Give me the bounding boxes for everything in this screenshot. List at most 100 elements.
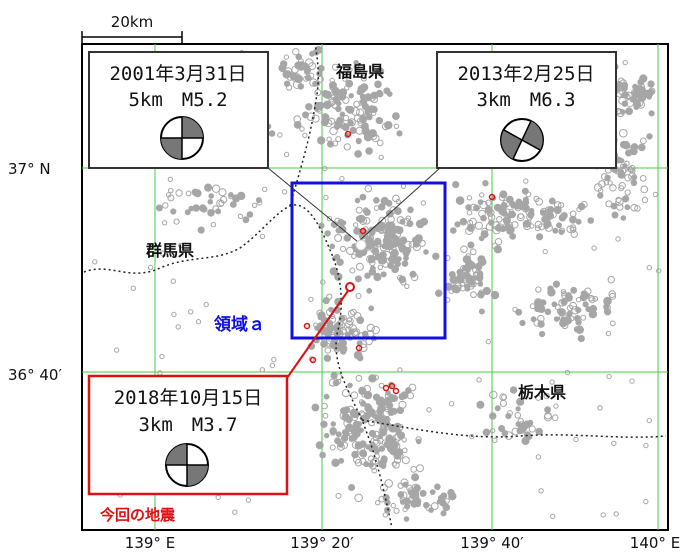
hypocenter-dot <box>262 186 268 193</box>
hypocenter-dot <box>543 392 550 400</box>
hypocenter-dot <box>355 293 362 299</box>
hypocenter-dot <box>371 244 379 251</box>
focal-mechanism-2001-icon <box>160 116 204 160</box>
hypocenter-dot <box>476 377 482 383</box>
hypocenter-dot <box>624 204 631 211</box>
hypocenter-dot <box>474 221 483 230</box>
red-epicenter-dot <box>388 382 396 390</box>
hypocenter-dot <box>378 203 386 211</box>
epicenter-2001-marker <box>355 239 367 251</box>
hypocenter-dot <box>533 195 540 202</box>
hypocenter-dot <box>311 114 320 123</box>
hypocenter-dot <box>557 308 567 317</box>
hypocenter-dot <box>609 320 616 327</box>
hypocenter-dot <box>283 151 290 158</box>
hypocenter-dot <box>360 75 367 82</box>
hypocenter-dot <box>470 291 477 299</box>
hypocenter-dot <box>430 502 439 511</box>
hypocenter-dot <box>498 425 506 432</box>
focal-mechanism-2013-icon <box>500 118 544 162</box>
hypocenter-dot <box>420 200 426 206</box>
hypocenter-dot <box>575 297 582 303</box>
hypocenter-dot <box>340 220 347 226</box>
hypocenter-dot <box>232 509 238 515</box>
hypocenter-dot <box>465 204 472 211</box>
hypocenter-dot <box>604 308 612 316</box>
hypocenter-dot <box>400 499 406 505</box>
hypocenter-dot <box>347 118 356 127</box>
recent-epicenters <box>303 130 496 395</box>
hypocenter-dot <box>494 238 503 246</box>
hypocenter-dot <box>355 206 363 214</box>
hypocenter-dot <box>330 372 338 380</box>
hypocenter-dot <box>323 90 332 99</box>
hypocenter-dot <box>384 479 394 488</box>
hypocenter-dot <box>473 204 480 212</box>
hypocenter-dot <box>331 63 339 71</box>
hypocenter-dot <box>448 271 456 278</box>
hypocenter-dot <box>638 143 646 152</box>
hypocenter-dot <box>478 308 485 315</box>
hypocenter-dot <box>501 394 508 401</box>
hypocenter-dot <box>646 265 652 271</box>
hypocenter-dot <box>535 427 544 436</box>
hypocenter-dot <box>393 441 399 447</box>
hypocenter-dot <box>147 264 154 271</box>
hypocenter-dot <box>317 75 324 83</box>
hypocenter-dot <box>401 260 409 267</box>
hypocenter-dot <box>357 214 366 223</box>
hypocenter-dot <box>593 183 603 192</box>
hypocenter-dot <box>360 450 368 458</box>
hypocenter-dot <box>618 182 626 190</box>
hypocenter-dot <box>353 60 359 66</box>
hypocenter-dot <box>511 427 520 436</box>
hypocenter-dot <box>334 94 342 102</box>
red-epicenter-dot <box>359 227 367 235</box>
hypocenter-dot <box>207 209 215 217</box>
hypocenter-dot <box>529 223 535 229</box>
hypocenter-dot <box>372 434 379 442</box>
hypocenter-dot <box>343 430 350 438</box>
hypocenter-dot <box>402 506 408 513</box>
hypocenter-dot <box>423 249 429 255</box>
hypocenter-dot <box>403 516 410 522</box>
hypocenter-dot <box>329 84 337 91</box>
hypocenter-dot <box>332 379 340 387</box>
hypocenter-dot <box>603 180 610 186</box>
hypocenter-dot <box>355 108 365 117</box>
hypocenter-dot <box>428 507 434 513</box>
hypocenter-dot <box>392 112 400 120</box>
hypocenter-dot <box>313 322 319 328</box>
hypocenter-dot <box>368 268 377 276</box>
hypocenter-dot <box>542 248 548 255</box>
hypocenter-dot <box>161 220 168 226</box>
hypocenter-dot <box>364 403 372 410</box>
hypocenter-dot <box>347 309 355 318</box>
hypocenter-dot <box>647 80 655 88</box>
hypocenter-dot <box>363 207 369 213</box>
hypocenter-dot <box>535 394 542 401</box>
hypocenter-dot <box>455 196 465 205</box>
red-epicenter-dot <box>382 384 390 392</box>
hypocenter-dot <box>354 67 361 74</box>
hypocenter-dot <box>538 223 546 231</box>
hypocenter-dot <box>505 413 512 420</box>
hypocenter-dot <box>371 467 378 474</box>
hypocenter-dot <box>465 274 475 284</box>
hypocenter-dot <box>580 314 587 321</box>
hypocenter-dot <box>211 184 221 193</box>
hypocenter-dot <box>467 219 474 226</box>
hypocenter-dot <box>346 105 355 114</box>
hypocenter-dot <box>344 85 350 91</box>
hypocenter-dot <box>553 403 559 409</box>
hypocenter-dot <box>349 126 357 134</box>
hypocenter-dot <box>577 335 585 343</box>
hypocenter-dot <box>607 276 615 284</box>
hypocenter-dot <box>600 512 606 518</box>
hypocenter-dot <box>607 180 613 186</box>
hypocenter-dot <box>343 143 351 151</box>
hypocenter-dot <box>173 218 180 225</box>
hypocenter-dot <box>373 197 380 204</box>
hypocenter-dot <box>381 122 390 131</box>
hypocenter-dot <box>315 441 324 450</box>
